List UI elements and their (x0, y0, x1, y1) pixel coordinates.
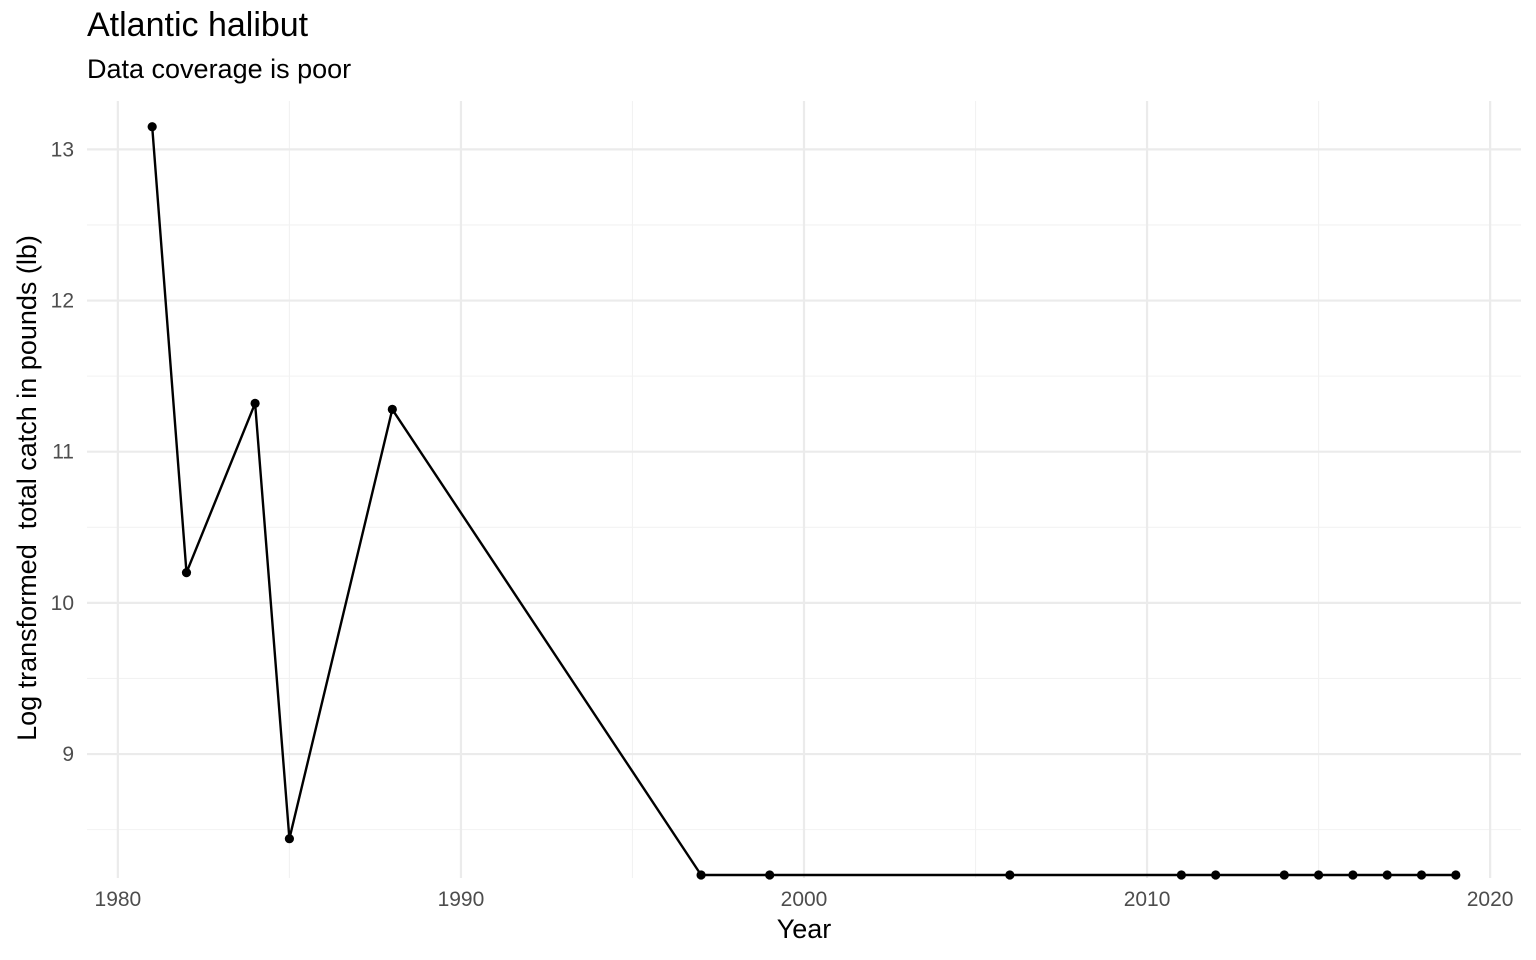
x-tick-label: 1980 (95, 888, 142, 911)
y-axis-title: Log transformed total catch in pounds (l… (12, 235, 42, 741)
series-group (147, 122, 1461, 880)
data-point (1451, 870, 1461, 880)
data-point (284, 834, 295, 844)
x-axis-ticks: 1980 1990 2000 2010 2020 (95, 888, 1514, 911)
y-tick-label: 10 (51, 592, 74, 615)
data-point (387, 404, 397, 414)
data-point (765, 870, 775, 880)
data-point (1313, 870, 1324, 880)
data-point (1382, 870, 1392, 880)
x-tick-label: 1990 (438, 888, 485, 911)
y-tick-label: 13 (51, 138, 74, 161)
data-point (250, 398, 260, 408)
y-axis-ticks: 9 10 11 12 13 (51, 138, 74, 766)
data-point (181, 568, 192, 578)
series-line (151, 126, 1456, 877)
x-tick-label: 2020 (1467, 888, 1514, 911)
x-axis-title: Year (777, 914, 832, 944)
y-tick-label: 12 (51, 290, 74, 313)
data-point (1416, 870, 1427, 880)
y-tick-label: 11 (52, 441, 74, 464)
data-point (1211, 870, 1221, 880)
data-point (696, 870, 706, 880)
chart-subtitle: Data coverage is poor (87, 54, 352, 84)
grid-lines (87, 101, 1521, 878)
y-tick-label: 9 (62, 743, 74, 766)
data-point (147, 122, 157, 132)
x-tick-label: 2010 (1124, 888, 1171, 911)
chart-title: Atlantic halibut (87, 6, 309, 44)
data-point (1176, 870, 1186, 880)
data-point (1279, 870, 1289, 880)
data-point (1348, 870, 1358, 880)
x-tick-label: 2000 (781, 888, 828, 911)
data-point (1005, 870, 1015, 880)
